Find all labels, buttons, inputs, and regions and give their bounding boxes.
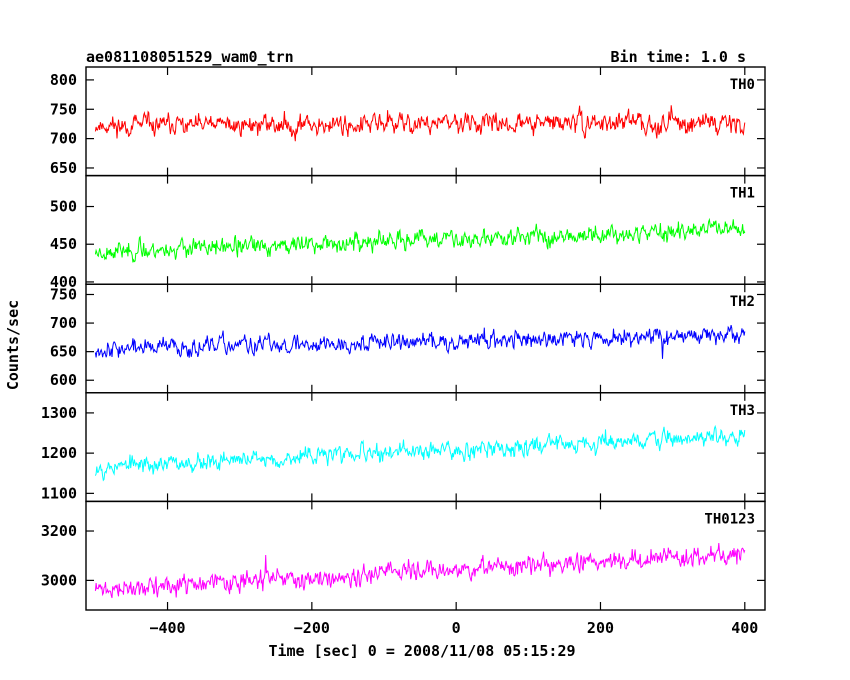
y-tick-label: 700 [50,130,77,148]
series-line-th1 [94,217,746,263]
x-axis-title: Time [sec] 0 = 2008/11/08 05:15:29 [268,642,575,660]
y-tick-label: 650 [50,343,77,361]
y-tick-label: 650 [50,159,77,177]
series-line-th0123 [94,542,746,599]
y-tick-label: 800 [50,71,77,89]
series-label-th3: TH3 [730,403,755,419]
panel-frame [85,500,766,611]
panel-th0123: 3000 3200 TH0123 [41,500,766,611]
series-label-th0: TH0 [730,77,755,93]
y-tick-label: 1300 [41,404,77,422]
panels-layer: 650 700 750 800 TH0 400 450 500 TH1 600 650 700 750 T… [41,66,766,637]
panel-th2: 600 650 700 750 TH2 [50,283,766,394]
x-tick-label: 400 [731,619,758,637]
x-tick-label: 0 [452,619,461,637]
y-tick-label: 700 [50,314,77,332]
y-tick-label: 450 [50,235,77,253]
chart-title: ae081108051529_wam0_trn [86,48,294,66]
x-tick-label: −400 [149,619,185,637]
y-tick-label: 500 [50,198,77,216]
y-tick-label: 400 [50,273,77,291]
y-tick-label: 1200 [41,444,77,462]
series-label-th1: TH1 [730,186,755,202]
y-tick-label: 1100 [41,484,77,502]
y-axis-title: Counts/sec [4,300,22,390]
y-tick-label: 3000 [41,571,77,589]
series-label-th2: TH2 [730,294,755,310]
y-tick-label: 750 [50,285,77,303]
panel-th1: 400 450 500 TH1 [50,174,766,291]
y-tick-label: 3200 [41,522,77,540]
x-tick-label: 200 [587,619,614,637]
series-line-th3 [94,424,746,482]
bin-time-label: Bin time: 1.0 s [611,48,746,66]
y-tick-label: 750 [50,100,77,118]
series-label-th0123: TH0123 [704,511,755,527]
y-tick-label: 600 [50,371,77,389]
series-line-th0 [94,105,746,142]
series-line-th2 [94,324,746,359]
x-tick-label: −200 [294,619,330,637]
